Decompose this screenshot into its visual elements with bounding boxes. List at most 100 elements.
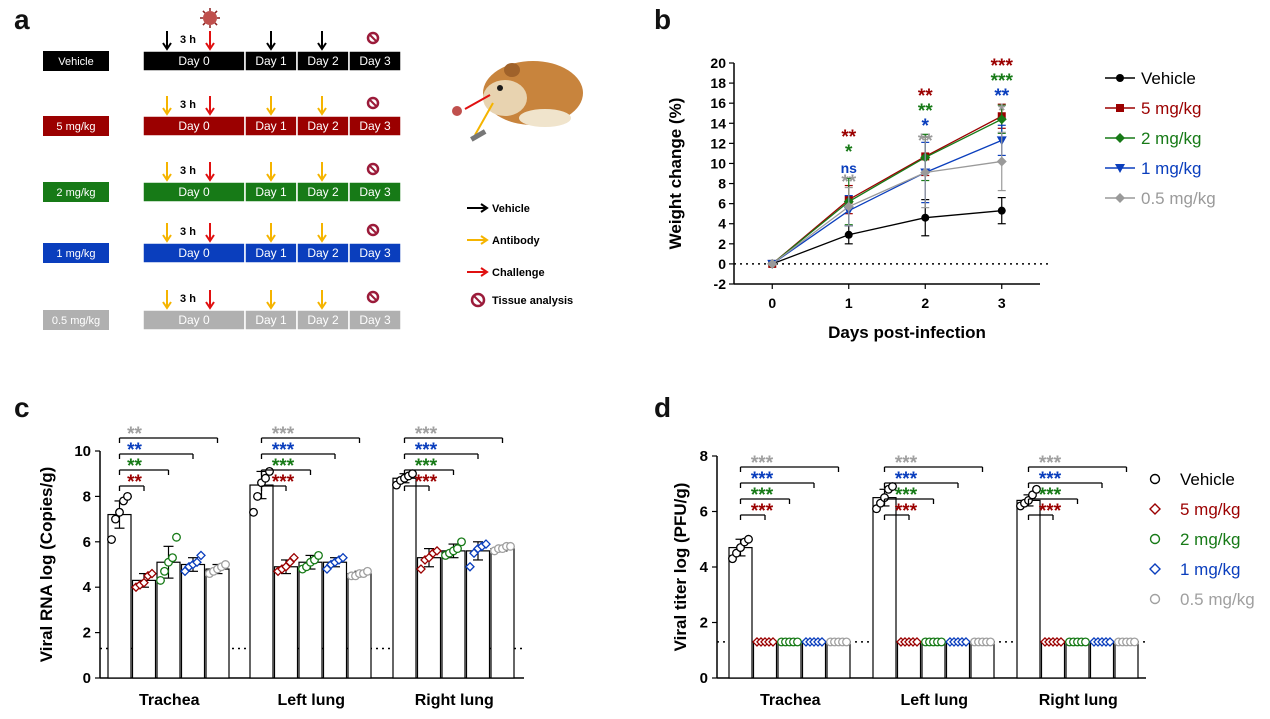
data-point <box>432 545 442 556</box>
day-label: Day 2 <box>307 185 339 199</box>
significance-bracket: *** <box>883 485 935 506</box>
significance-bracket: *** <box>260 424 361 445</box>
data-point <box>1116 74 1124 82</box>
data-point <box>1081 637 1090 647</box>
legend-marker <box>1149 533 1161 545</box>
interval-label: 3 h <box>180 99 196 111</box>
day-label: Day 2 <box>307 246 339 260</box>
series-3 <box>767 124 1007 269</box>
interval-label: 3 h <box>180 293 196 305</box>
day-label: Day 1 <box>255 54 287 68</box>
day-label: Day 3 <box>359 313 391 327</box>
data-point <box>107 535 116 544</box>
tissue-analysis-icon <box>366 96 380 110</box>
bar <box>945 641 971 679</box>
group-label-box <box>43 310 109 330</box>
virus-spike <box>202 10 206 14</box>
significance-label: *** <box>895 469 918 490</box>
data-point <box>817 637 827 647</box>
data-point <box>160 566 169 576</box>
day-label: Day 3 <box>359 185 391 199</box>
significance-label: ** <box>127 472 142 493</box>
data-point <box>111 514 120 524</box>
panel-letter-d: d <box>654 392 672 423</box>
arrow-head <box>162 234 172 243</box>
data-point <box>465 561 475 572</box>
significance-bracket: *** <box>260 456 312 477</box>
significance-bracket: *** <box>403 424 504 445</box>
day-label: Day 2 <box>307 119 339 133</box>
significance-label: *** <box>415 456 438 477</box>
bar <box>752 641 778 679</box>
panel-a-schedule: Vehicle Day 0 Day 1 Day 2 Day 3 3 h 5 mg/kg Day… <box>43 8 583 331</box>
arrow-head <box>480 267 489 277</box>
y-tick-label: 16 <box>710 95 726 111</box>
panel-letter-c: c <box>14 392 30 423</box>
legend-marker <box>1149 503 1161 515</box>
data-point <box>1032 484 1041 494</box>
data-point <box>1105 637 1115 647</box>
x-tick-label: Trachea <box>139 692 200 709</box>
significance-bracket: *** <box>883 469 959 490</box>
x-tick-label: Right lung <box>415 692 494 709</box>
day-label: Day 0 <box>178 119 210 133</box>
x-tick-label: 1 <box>845 295 853 311</box>
bar <box>826 641 851 679</box>
y-tick-label: 12 <box>710 135 726 151</box>
bar <box>273 566 299 679</box>
legend-label: 2 mg/kg <box>1141 129 1201 148</box>
bar <box>441 550 466 679</box>
data-point <box>768 637 778 647</box>
significance-label: * <box>922 116 930 137</box>
data-point <box>115 507 124 517</box>
legend-label: Challenge <box>492 267 545 279</box>
category-group <box>392 469 515 679</box>
day-label: Day 1 <box>255 185 287 199</box>
significance-label: ** <box>918 86 933 107</box>
tissue-analysis-slash <box>369 293 377 301</box>
bar <box>347 572 372 679</box>
legend-label: 5 mg/kg <box>1180 500 1240 519</box>
category-group <box>107 491 230 679</box>
data-point <box>921 213 930 222</box>
arrow-head <box>205 173 215 182</box>
series-line <box>771 118 1003 265</box>
y-tick-label: 0 <box>718 256 726 272</box>
data-point <box>996 114 1007 125</box>
panel-c-chart: 0 2 4 6 8 10 Viral RNA log (Copies/g) Trachea **… <box>37 424 524 709</box>
bar <box>970 641 995 679</box>
data-point <box>920 167 931 178</box>
y-tick-label: 8 <box>718 176 726 192</box>
category-group <box>249 466 372 679</box>
data-point <box>1056 637 1066 647</box>
legend-label: 5 mg/kg <box>1141 99 1201 118</box>
significance-label: *** <box>1039 469 1062 490</box>
significance-label: ** <box>841 172 856 193</box>
series-2 <box>767 104 1007 269</box>
day-label: Day 0 <box>178 54 210 68</box>
antibody-arrow-icon <box>474 102 494 136</box>
significance-label: ns <box>841 160 858 176</box>
data-point <box>744 534 753 544</box>
legend-label: 0.5 mg/kg <box>1141 189 1216 208</box>
hamster-ear <box>504 63 520 77</box>
significance-label: *** <box>895 501 918 522</box>
virus-spike <box>214 10 218 14</box>
data-point <box>453 544 462 554</box>
data-point <box>289 552 299 563</box>
data-point <box>172 532 181 542</box>
data-point <box>192 557 202 568</box>
bar <box>131 579 157 679</box>
significance-label: *** <box>991 56 1014 77</box>
hamster-eye <box>497 85 503 91</box>
legend-marker <box>1149 563 1161 575</box>
data-point <box>1115 133 1125 143</box>
arrow-head <box>205 234 215 243</box>
data-point <box>1130 637 1139 647</box>
x-tick-label: Left lung <box>900 692 968 709</box>
bar <box>921 641 946 679</box>
y-axis-title: Viral titer log (PFU/g) <box>671 483 690 652</box>
interval-label: 3 h <box>180 165 196 177</box>
significance-label: *** <box>991 71 1014 92</box>
